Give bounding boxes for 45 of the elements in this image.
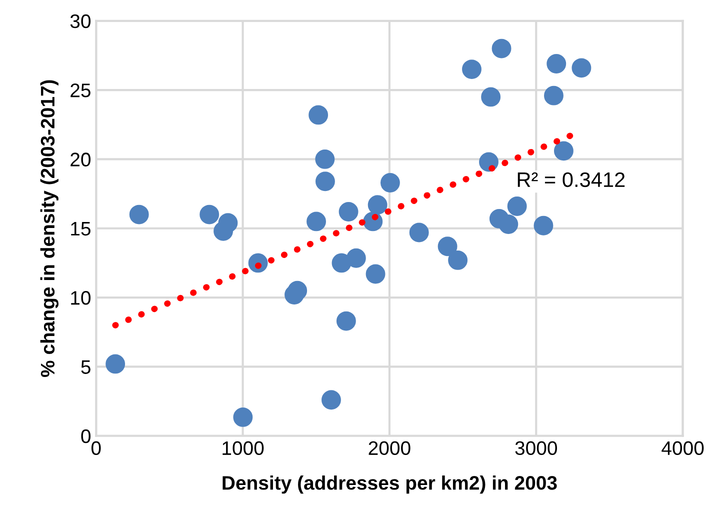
point [106,354,126,374]
point [214,221,234,241]
point [315,149,335,169]
x-tick-label: 0 [91,441,101,456]
x-tick-label: 1000 [222,441,264,456]
point [448,250,468,270]
point [366,264,386,284]
point [544,86,564,106]
point [322,390,341,410]
x-tick-label: 3000 [515,441,558,456]
x-axis-title: Density (addresses per km2) in 2003 [222,476,557,494]
point [507,196,527,216]
point [284,285,304,304]
y-tick-label: 30 [70,14,90,28]
annotation: R² = 0.3412 [518,172,625,188]
point [534,216,554,236]
point [462,60,482,80]
point [233,407,253,427]
point [338,202,358,222]
point [346,248,366,268]
point [336,311,356,331]
y-tick-label: 0 [81,429,90,444]
point [492,38,512,58]
point [380,173,400,192]
point [308,105,328,125]
point [572,58,592,78]
point [306,212,326,232]
x-tick-label: 2000 [368,441,410,456]
point [368,195,388,215]
point [554,141,574,161]
point [409,222,429,242]
y-tick-label: 10 [71,291,90,305]
y-tick-label: 25 [70,84,90,98]
y-tick-label: 15 [71,222,90,236]
x-tick-label: 4000 [662,441,704,456]
y-tick-label: 20 [70,152,90,166]
point [498,214,518,234]
y-tick-label: 5 [81,360,90,374]
y-axis-title: % change in density (2003-2017) [40,80,59,378]
point [200,204,220,224]
point [129,204,149,224]
point [438,236,458,256]
point [481,87,501,107]
point [316,172,335,192]
point [546,54,566,74]
